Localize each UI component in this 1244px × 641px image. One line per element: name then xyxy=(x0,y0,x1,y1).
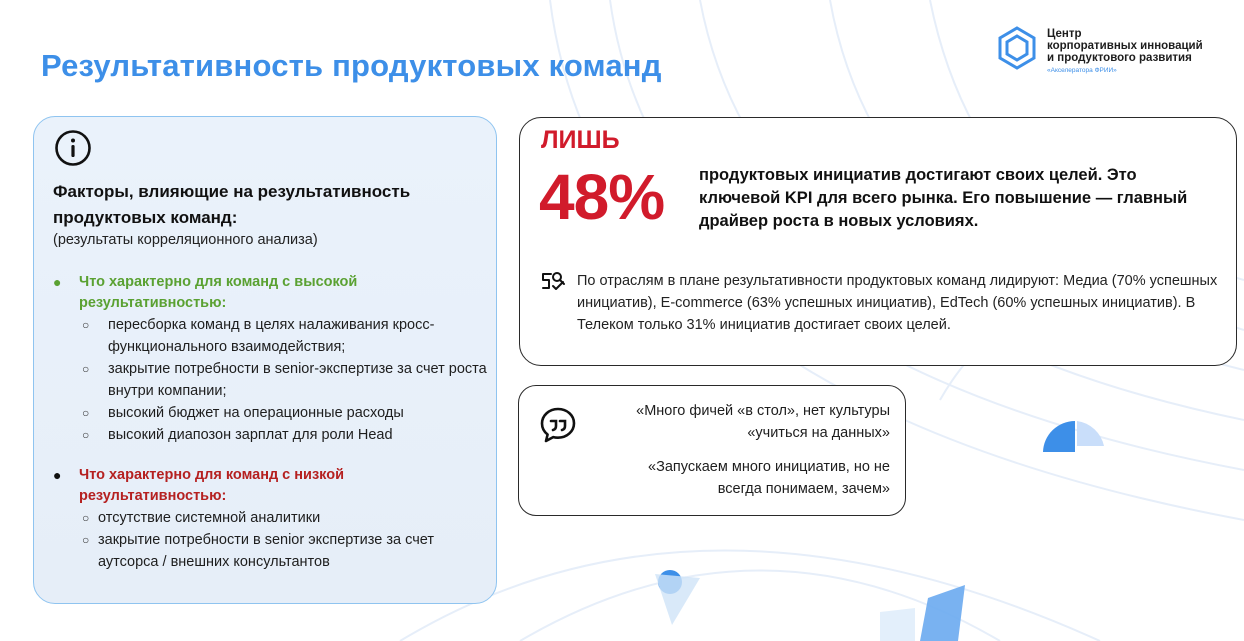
list-item: ○ высокий бюджет на операционные расходы xyxy=(53,402,493,424)
quote-2: «Запускаем много инициатив, но не всегда… xyxy=(648,459,890,497)
industry-analytics-icon xyxy=(542,272,565,290)
logo-text: Центр корпоративных инноваций и продукто… xyxy=(1047,28,1203,77)
list-item-text: отсутствие системной аналитики xyxy=(98,510,321,526)
quote-icon xyxy=(540,407,576,443)
logo-line-1: Центр xyxy=(1047,28,1082,40)
low-performance-heading-text: Что характерно для команд с низкой резул… xyxy=(79,467,344,504)
kpi-prefix: ЛИШЬ xyxy=(541,126,620,154)
list-item: ○ высокий диапозон зарплат для роли Head xyxy=(53,424,493,446)
high-performance-heading-text: Что характерно для команд с высокой резу… xyxy=(79,274,358,311)
low-performance-group: ● Что характерно для команд с низкой рез… xyxy=(53,465,493,573)
logo-line-2: корпоративных инноваций xyxy=(1047,40,1203,52)
high-performance-group: ● Что характерно для команд с высокой ре… xyxy=(53,272,493,446)
kpi-description: продуктовых инициатив достигают своих це… xyxy=(699,166,1188,230)
industry-text: По отраслям в плане результативности про… xyxy=(577,273,1218,333)
factors-subtitle: (результаты корреляционного анализа) xyxy=(53,232,318,248)
list-item-text: закрытие потребности в senior экспертизе… xyxy=(98,532,434,570)
list-item: ○ закрытие потребности в senior экспертиз… xyxy=(53,529,493,573)
high-performance-heading: ● Что характерно для команд с высокой ре… xyxy=(53,272,493,314)
hexagon-logo-icon xyxy=(998,26,1036,70)
circle-bullet-icon: ○ xyxy=(82,406,90,420)
list-item: ○ пересборка команд в целях налаживания к… xyxy=(53,314,493,358)
info-icon xyxy=(55,130,91,166)
quote-1: «Много фичей «в стол», нет культуры «учи… xyxy=(636,403,890,441)
list-item: ○ отсутствие системной аналитики xyxy=(53,507,493,529)
kpi-card: ЛИШЬ 48% продуктовых инициатив достигают… xyxy=(519,117,1237,366)
factors-title: Факторы, влияющие на результативность пр… xyxy=(53,182,411,227)
logo-subtitle: «Акселератора ФРИИ» xyxy=(1047,67,1117,74)
list-item-text: пересборка команд в целях налаживания кр… xyxy=(108,317,435,355)
quote-card: «Много фичей «в стол», нет культуры «учи… xyxy=(518,385,906,516)
list-item-text: закрытие потребности в senior-экспертизе… xyxy=(108,361,487,399)
list-item-text: высокий диапозон зарплат для роли Head xyxy=(108,427,393,443)
bullet-icon: ● xyxy=(53,274,62,290)
logo-line-3: и продуктового развития xyxy=(1047,52,1192,64)
page-title: Результативность продуктовых команд xyxy=(41,48,662,83)
bullet-icon: ● xyxy=(53,467,62,483)
circle-bullet-icon: ○ xyxy=(82,362,90,376)
high-performance-list: ○ пересборка команд в целях налаживания к… xyxy=(53,314,493,446)
kpi-percent: 48% xyxy=(539,161,665,233)
factors-card: Факторы, влияющие на результативность пр… xyxy=(33,116,497,604)
list-item-text: высокий бюджет на операционные расходы xyxy=(108,405,404,421)
circle-bullet-icon: ○ xyxy=(82,511,90,525)
low-performance-heading: ● Что характерно для команд с низкой рез… xyxy=(53,465,493,507)
low-performance-list: ○ отсутствие системной аналитики ○ закрыти… xyxy=(53,507,493,573)
circle-bullet-icon: ○ xyxy=(82,428,90,442)
circle-bullet-icon: ○ xyxy=(82,318,90,332)
company-logo[interactable]: Центр корпоративных инноваций и продукто… xyxy=(997,26,1237,76)
circle-bullet-icon: ○ xyxy=(82,533,90,547)
list-item: ○ закрытие потребности в senior-экспертиз… xyxy=(53,358,493,402)
